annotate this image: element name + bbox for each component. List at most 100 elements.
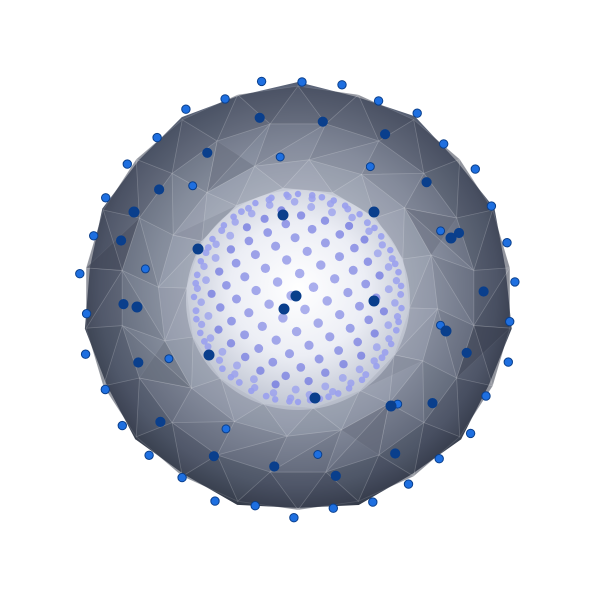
shell-facet	[402, 206, 432, 260]
outer-vertex	[181, 104, 191, 114]
shell-facet	[357, 93, 415, 142]
inner-point	[321, 382, 330, 391]
outer-vertex	[510, 277, 520, 287]
outer-vertex	[390, 448, 401, 459]
inner-point	[385, 335, 393, 343]
outer-vertex	[385, 400, 397, 412]
inner-point	[281, 371, 290, 381]
outer-vertex	[313, 450, 323, 459]
inner-point	[384, 321, 393, 329]
outer-vertex	[221, 424, 231, 434]
outer-vertex	[486, 201, 497, 211]
inner-point	[322, 296, 332, 306]
outer-vertex	[465, 428, 476, 439]
inner-point	[226, 231, 235, 240]
outer-vertex	[368, 206, 380, 218]
outer-vertex	[250, 501, 260, 511]
inner-point	[363, 219, 371, 227]
inner-point	[193, 284, 201, 293]
inner-point	[282, 255, 292, 265]
outer-vertex	[210, 496, 220, 506]
inner-point	[214, 325, 223, 334]
inner-point	[391, 260, 399, 268]
inner-point	[330, 197, 338, 204]
inner-point	[325, 332, 335, 342]
inner-point	[308, 282, 319, 292]
inner-point	[358, 376, 366, 384]
inner-point	[204, 311, 213, 320]
inner-point	[200, 262, 208, 271]
inner-point	[240, 330, 250, 340]
inner-point	[268, 194, 275, 202]
outer-vertex	[373, 96, 384, 106]
inner-point	[316, 260, 326, 270]
outer-vertex	[412, 108, 422, 118]
inner-point	[313, 318, 323, 328]
outer-vertex	[328, 503, 338, 513]
inner-point	[245, 204, 252, 212]
inner-point	[347, 379, 355, 387]
outer-vertex	[118, 299, 129, 310]
inner-point	[268, 357, 278, 367]
outer-vertex	[478, 286, 489, 297]
inner-point	[204, 244, 212, 251]
outer-vertex	[290, 290, 302, 302]
inner-point	[364, 315, 374, 325]
inner-point	[226, 339, 236, 348]
inner-point	[231, 370, 239, 378]
inner-point	[226, 245, 236, 254]
inner-point	[307, 203, 316, 211]
inner-point	[207, 289, 216, 298]
inner-point	[329, 387, 337, 396]
shell-facet	[190, 377, 236, 423]
outer-vertex	[461, 347, 472, 358]
inner-point	[363, 257, 373, 267]
inner-point	[341, 202, 349, 210]
inner-point	[335, 230, 345, 239]
inner-point	[192, 307, 200, 315]
inner-point	[211, 253, 220, 262]
inner-point	[393, 313, 402, 321]
outer-vertex	[505, 316, 515, 327]
inner-point	[375, 271, 384, 280]
outer-vertex	[330, 470, 341, 481]
inner-point	[290, 233, 300, 243]
outer-vertex	[133, 357, 144, 368]
outer-vertex	[481, 391, 491, 401]
shell-facet	[408, 253, 439, 310]
inner-point	[391, 299, 399, 307]
inner-point	[304, 340, 314, 350]
outer-vertex	[440, 325, 452, 337]
outer-vertex	[203, 349, 215, 361]
shell-facet	[357, 454, 415, 503]
outer-vertex	[403, 479, 414, 489]
inner-point	[256, 366, 265, 375]
shell-facet	[138, 172, 174, 236]
inner-point	[227, 316, 236, 326]
inner-point	[343, 287, 353, 298]
inner-point	[373, 249, 382, 258]
outer-vertex	[101, 193, 111, 203]
inner-point	[281, 219, 291, 229]
inner-point	[345, 221, 354, 230]
outer-vertex	[89, 231, 99, 241]
outer-vertex	[427, 398, 438, 409]
shell-facet	[206, 123, 272, 194]
inner-point	[392, 326, 400, 334]
shell-facet	[102, 158, 140, 219]
inner-point	[320, 238, 330, 248]
outer-vertex	[100, 384, 111, 395]
inner-point	[271, 241, 281, 251]
inner-point	[263, 228, 273, 237]
inner-point	[251, 384, 259, 392]
outer-vertex	[116, 235, 127, 246]
shell-facet	[403, 172, 458, 219]
shell-facet	[254, 122, 327, 167]
inner-point	[398, 304, 405, 312]
shell-facet	[216, 421, 289, 456]
shell-facet	[157, 286, 188, 343]
inner-point	[244, 308, 254, 318]
outer-vertex	[380, 129, 391, 140]
inner-point	[296, 211, 306, 220]
outer-vertex	[453, 227, 465, 239]
